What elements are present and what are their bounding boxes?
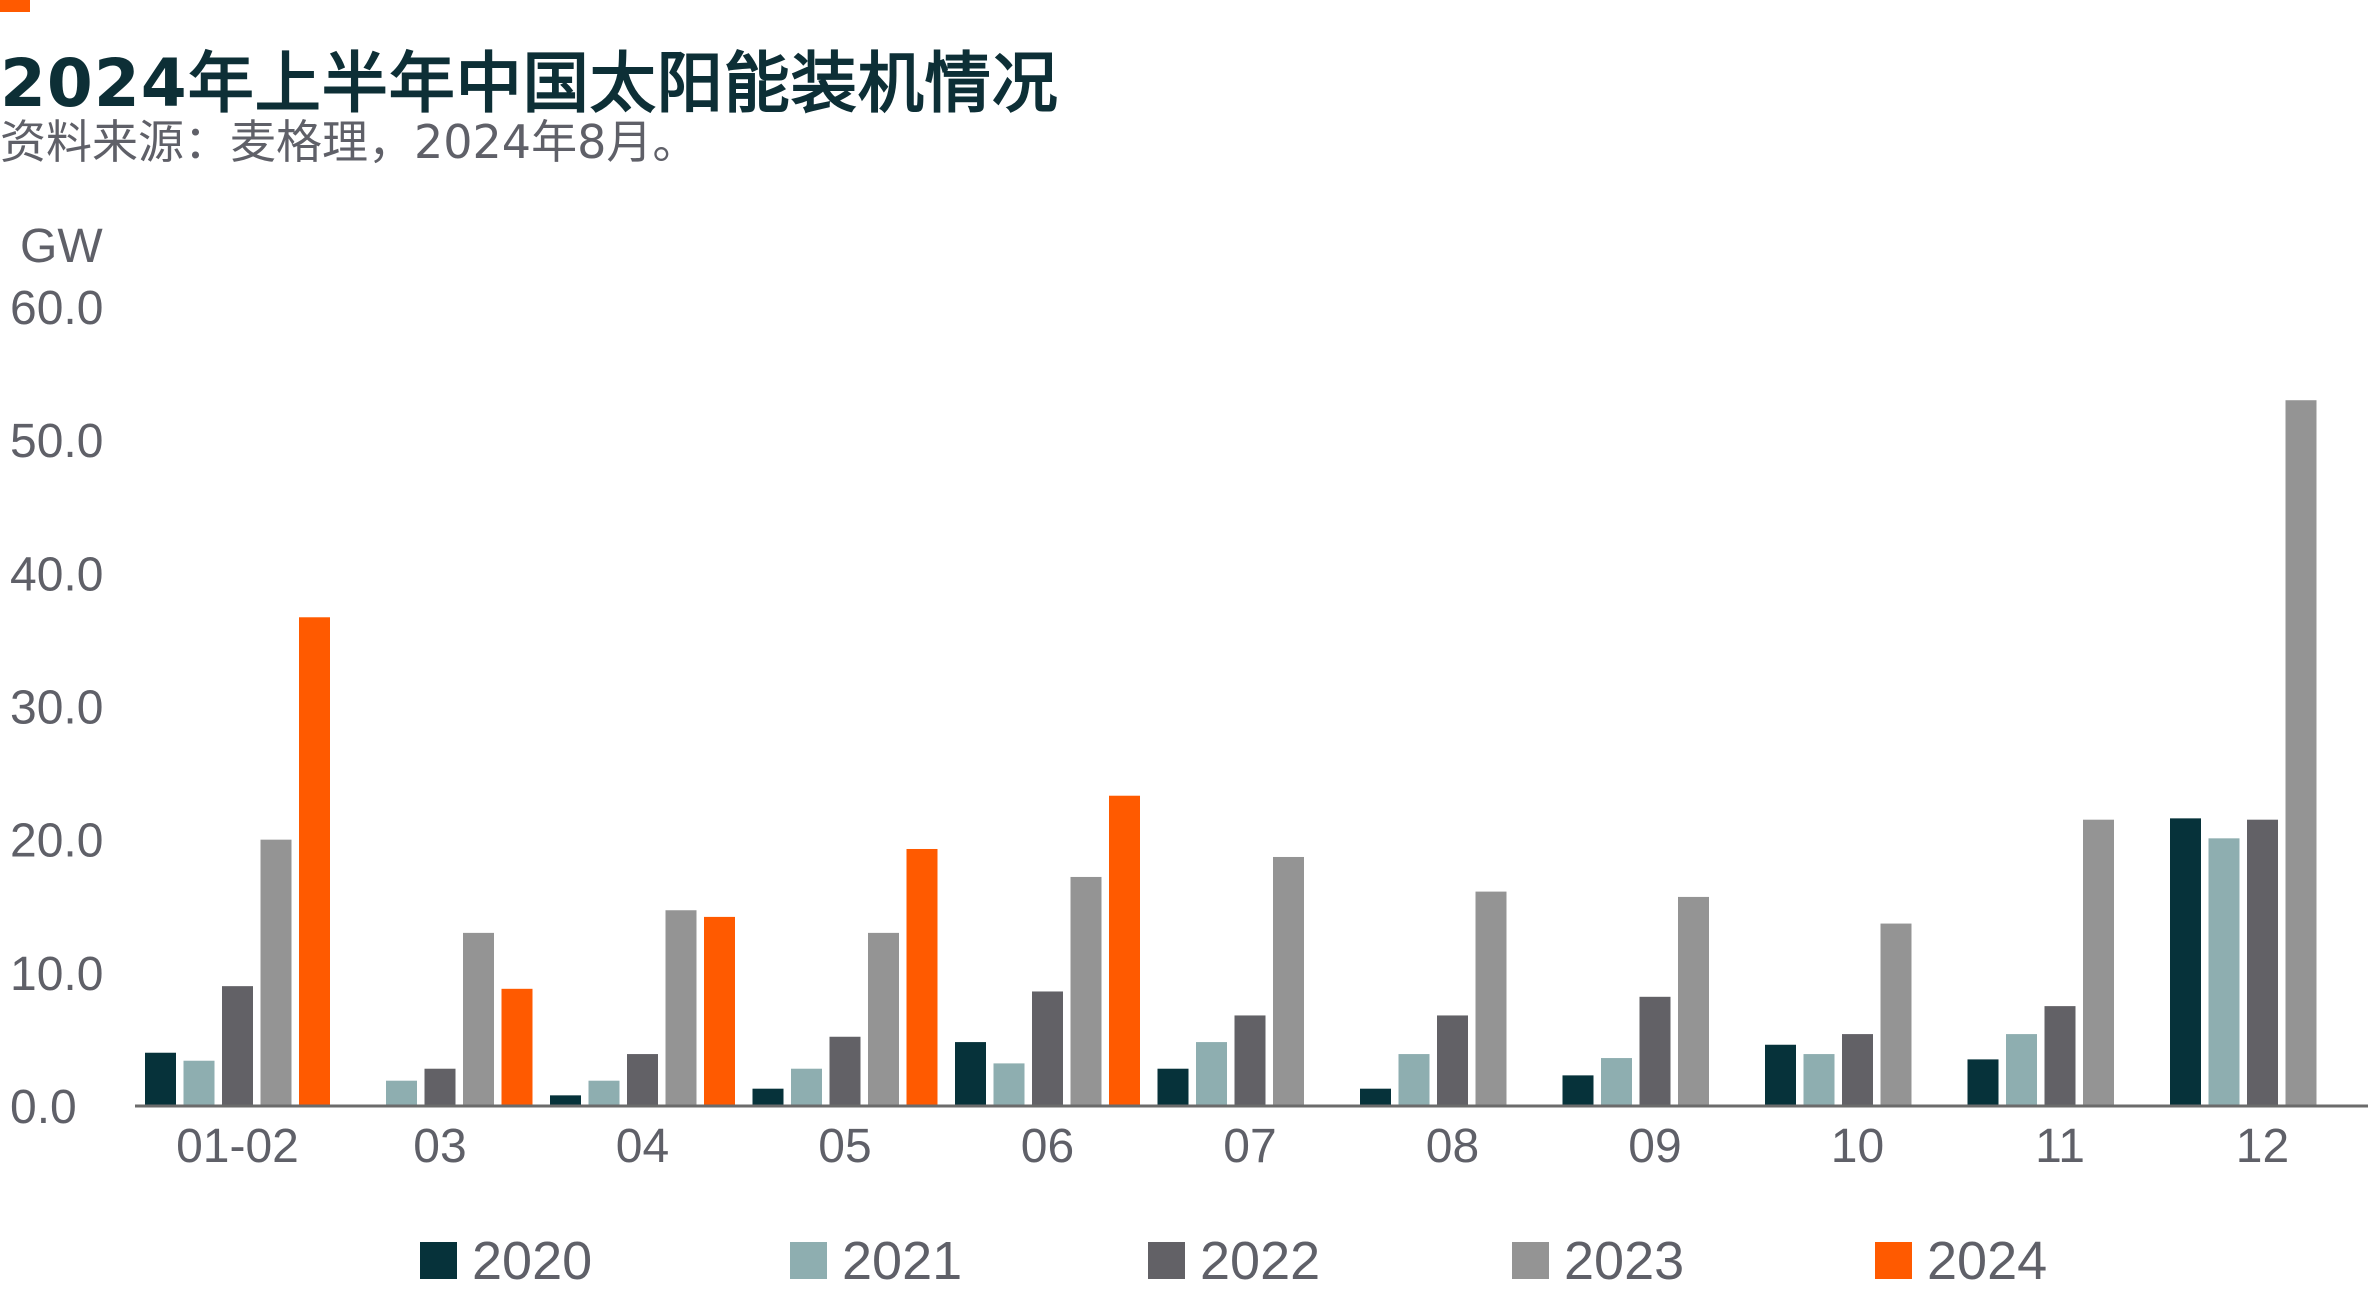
bar-2023-07 bbox=[1273, 856, 1304, 1106]
bar-2024-06 bbox=[1109, 795, 1140, 1106]
axes-group: 0.0 10.0 20.0 30.0 40.0 50.0 60.0 GW 01-02 03 04 05… bbox=[10, 220, 2368, 1173]
legend-label-2023: 2023 bbox=[1564, 1231, 1684, 1289]
legend-swatch-2024 bbox=[1875, 1242, 1912, 1279]
bar-2023-08 bbox=[1475, 891, 1507, 1106]
y-tick-label: 50.0 bbox=[10, 415, 103, 468]
bar-2024-05 bbox=[906, 848, 938, 1106]
bar-2020-11 bbox=[1967, 1059, 1999, 1106]
x-tick-label: 10 bbox=[1831, 1120, 1884, 1173]
y-tick-label: 60.0 bbox=[10, 282, 103, 335]
bar-2023-09 bbox=[1678, 896, 1709, 1106]
bar-2022-11 bbox=[2044, 1006, 2076, 1106]
x-tick-label: 06 bbox=[1021, 1120, 1074, 1173]
bar-2020-10 bbox=[1765, 1044, 1796, 1106]
bars-group bbox=[145, 400, 2317, 1106]
bar-2020-06 bbox=[955, 1042, 986, 1106]
bar-2020-12 bbox=[2170, 818, 2201, 1106]
x-tick-label: 09 bbox=[1628, 1120, 1681, 1173]
y-tick-label: 0.0 bbox=[10, 1081, 77, 1134]
chart-subtitle: 资料来源：麦格理，2024年8月。 bbox=[0, 115, 699, 169]
bar-2022-05 bbox=[829, 1036, 861, 1106]
legend-swatch-2020 bbox=[420, 1242, 457, 1279]
bar-2021-09 bbox=[1601, 1058, 1632, 1106]
bar-2022-12 bbox=[2247, 819, 2278, 1106]
bar-2021-04 bbox=[588, 1080, 620, 1106]
bar-2022-08 bbox=[1437, 1015, 1468, 1106]
bar-2021-08 bbox=[1398, 1054, 1430, 1106]
bar-2022-09 bbox=[1639, 996, 1671, 1106]
bar-2021-03 bbox=[386, 1080, 417, 1106]
bar-2021-06 bbox=[993, 1063, 1025, 1106]
bar-2021-11 bbox=[2006, 1034, 2037, 1106]
chart-title: 2024年上半年中国太阳能装机情况 bbox=[0, 45, 1059, 122]
bar-2023-12 bbox=[2285, 400, 2317, 1106]
bar-2023-04 bbox=[665, 910, 697, 1106]
accent-bar bbox=[0, 0, 30, 12]
x-tick-label: 05 bbox=[818, 1120, 871, 1173]
y-tick-label: 40.0 bbox=[10, 548, 103, 601]
bar-2020-04 bbox=[550, 1095, 581, 1106]
bar-2022-03 bbox=[424, 1068, 456, 1106]
bar-2021-12 bbox=[2208, 838, 2240, 1106]
legend-swatch-2023 bbox=[1512, 1242, 1549, 1279]
bar-2020-08 bbox=[1360, 1088, 1391, 1106]
bar-2022-06 bbox=[1032, 991, 1063, 1106]
bar-2021-10 bbox=[1803, 1054, 1835, 1106]
bar-2021-05 bbox=[791, 1068, 822, 1106]
x-tick-label: 01-02 bbox=[176, 1120, 299, 1173]
bar-2021-01-02 bbox=[183, 1060, 215, 1106]
bar-2022-10 bbox=[1842, 1034, 1873, 1106]
legend-label-2022: 2022 bbox=[1200, 1231, 1320, 1289]
x-tick-label: 11 bbox=[2035, 1120, 2085, 1173]
bar-2022-07 bbox=[1234, 1015, 1266, 1106]
legend-label-2024: 2024 bbox=[1927, 1231, 2047, 1289]
y-axis-unit: GW bbox=[20, 220, 103, 273]
bar-2023-11 bbox=[2083, 819, 2114, 1106]
bar-2024-01-02 bbox=[299, 617, 330, 1106]
x-tick-label: 07 bbox=[1223, 1120, 1276, 1173]
x-tick-label: 12 bbox=[2236, 1120, 2289, 1173]
bar-2020-07 bbox=[1157, 1068, 1189, 1106]
bar-2023-10 bbox=[1880, 923, 1912, 1106]
legend: 2020 2021 2022 2023 2024 bbox=[420, 1231, 2047, 1289]
x-tick-label: 04 bbox=[616, 1120, 669, 1173]
bar-2023-03 bbox=[463, 932, 494, 1106]
x-tick-label: 03 bbox=[413, 1120, 466, 1173]
bar-2023-01-02 bbox=[260, 839, 292, 1106]
bar-2023-06 bbox=[1070, 876, 1102, 1106]
bar-2020-05 bbox=[752, 1088, 784, 1106]
bar-2022-01-02 bbox=[222, 986, 253, 1106]
bar-2023-05 bbox=[868, 932, 899, 1106]
x-tick-label: 08 bbox=[1426, 1120, 1479, 1173]
bar-2021-07 bbox=[1196, 1042, 1227, 1106]
bar-2020-09 bbox=[1562, 1075, 1594, 1106]
bar-2024-04 bbox=[704, 916, 735, 1106]
y-tick-label: 10.0 bbox=[10, 948, 103, 1001]
bar-2020-01-02 bbox=[145, 1052, 176, 1106]
y-tick-label: 20.0 bbox=[10, 815, 103, 868]
y-tick-label: 30.0 bbox=[10, 682, 103, 735]
bar-2024-03 bbox=[501, 988, 533, 1106]
bar-2022-04 bbox=[627, 1054, 658, 1106]
legend-label-2020: 2020 bbox=[472, 1231, 592, 1289]
legend-swatch-2022 bbox=[1148, 1242, 1185, 1279]
legend-swatch-2021 bbox=[790, 1242, 827, 1279]
legend-label-2021: 2021 bbox=[842, 1231, 962, 1289]
